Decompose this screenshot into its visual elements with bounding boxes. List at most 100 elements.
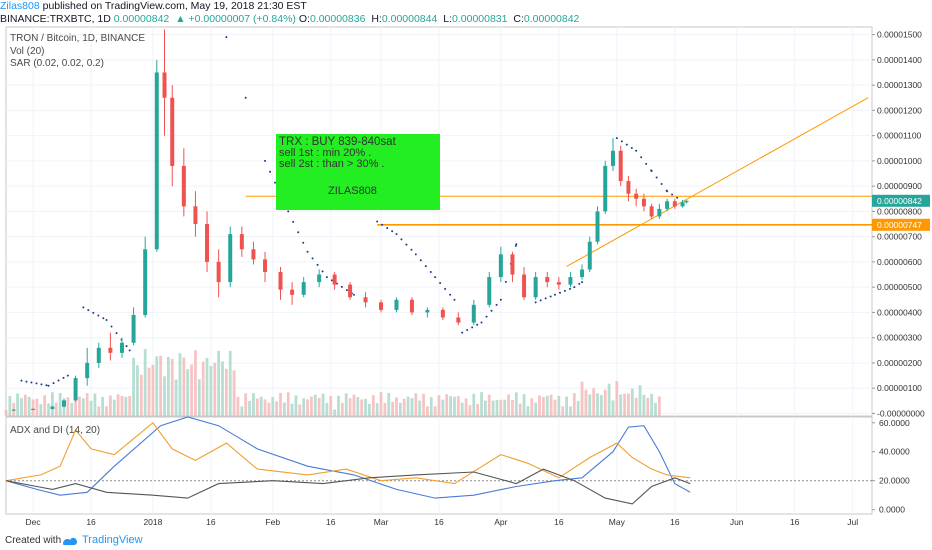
candle [379,299,384,313]
volume-bar [429,397,433,416]
price-tick-label: 0.00000700 [877,232,922,242]
candle [409,297,414,315]
candle [317,269,322,288]
author-link[interactable]: Zilas808 [0,0,40,12]
volume-bar [78,396,81,416]
volume-bar [337,395,340,416]
candle-body [440,309,445,318]
open-value: 0.00000836 [309,13,366,25]
candle [181,148,186,217]
sar-dot [650,169,653,172]
volume-bar [201,361,205,416]
volume-bar [433,406,437,416]
sar-dot [400,238,403,241]
price-chart[interactable]: 0.00001500 0.00001400 0.00001300 0.00001200… [0,26,932,531]
candle-body [61,400,66,407]
volume-bar [495,400,499,416]
candle [680,200,685,208]
legend-volume[interactable]: Vol (20) [10,45,45,57]
candle [108,332,113,361]
adx-legend[interactable]: ADX and DI (14, 20) [10,425,101,436]
candle [11,409,16,411]
sar-dot [490,309,493,312]
volume-bar [50,392,54,416]
volume-bar [267,402,271,416]
candle-body [568,277,573,285]
candle [684,200,689,204]
volume-bar [27,396,31,416]
candle-body [193,206,198,225]
tradingview-brand[interactable]: TradingView [82,534,143,546]
current-price-tag [872,194,930,207]
sar-dot [449,293,452,296]
volume-bar [340,402,344,416]
volume-bar [147,367,151,416]
candle-body [239,234,244,250]
volume-bar [116,394,120,416]
volume-bar [460,402,464,416]
candle-body [665,201,670,209]
volume-bar [522,394,526,416]
candle-body [533,277,538,298]
sar-dot [410,248,413,251]
volume-bar [383,402,387,416]
volume-bar [368,403,371,416]
indicator-legend: TRON / Bitcoin, 1D, BINANCE Vol (20) SAR… [10,33,145,71]
annotation-box[interactable]: TRX : BUY 839-840sat sell 1st : min 20% … [276,134,440,210]
sar-dot [453,298,456,301]
sar-dot [102,317,105,320]
volume-bar [480,392,483,416]
sar-dot [424,265,427,268]
time-tick-label: Apr [494,517,507,527]
hline-price-label: 0.00000747 [877,220,922,230]
sar-dot [539,299,542,302]
candle-body [119,342,124,353]
annotation-brand: ZILAS808 [328,185,377,197]
candle [587,236,592,273]
volume-bar [422,393,425,416]
volume-bar [630,388,634,416]
trendline [566,97,869,267]
candle [618,145,623,187]
candle [251,241,256,265]
candle-body [510,254,515,275]
sar-dot [581,281,584,284]
sar-dot [125,345,128,348]
volume-bar [252,393,255,416]
volume-bar [476,403,480,416]
volume-bar [499,399,503,416]
sar-dot [381,223,384,226]
sar-dot [345,289,348,292]
candle [162,29,167,136]
volume-bar [43,395,47,416]
volume-bar [456,396,460,416]
sar-dot [25,380,28,383]
candle-body [634,193,639,199]
legend-sar[interactable]: SAR (0.02, 0.02, 0.2) [10,58,104,69]
volume-bar [279,392,282,416]
volume-bar [66,397,70,416]
volume-bar [35,398,39,416]
price-tick-label: 0.00000500 [877,282,922,292]
price-tick-label: 0.00000800 [877,206,922,216]
volume-bar [39,404,43,416]
candle-body [603,165,608,212]
candle [657,203,662,219]
candle-body [50,406,55,409]
candle-body [545,277,550,283]
volume-bar [217,350,221,416]
created-with-text: Created with [5,535,62,546]
candle [50,405,55,410]
time-tick-label: 16 [206,517,216,527]
candle-body [522,274,527,298]
volume-bar [569,406,572,416]
price-tick-label: 0.00000600 [877,257,922,267]
volume-bar [588,394,592,416]
volume-bar [650,393,654,416]
volume-bar [511,400,514,416]
sar-dot [578,282,581,285]
volume-bar [468,405,472,416]
sar-dot [640,156,643,159]
time-tick-label: 2018 [143,517,162,527]
volume-bar [182,357,186,416]
